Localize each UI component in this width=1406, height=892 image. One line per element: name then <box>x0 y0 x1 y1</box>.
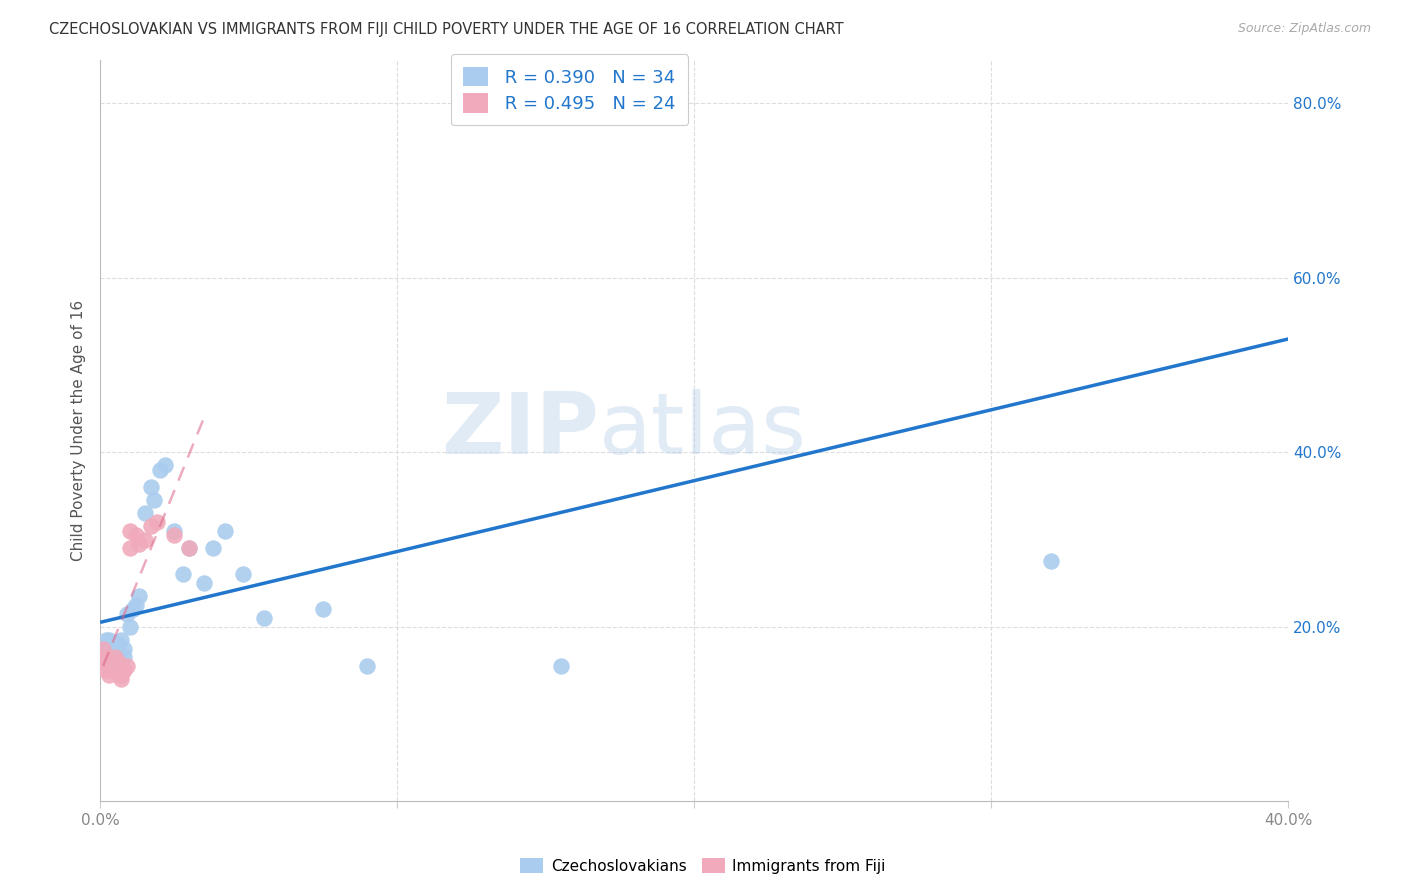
Point <box>121 602 143 616</box>
Point <box>139 519 162 533</box>
Point <box>98 655 121 669</box>
Point <box>155 458 177 473</box>
Point <box>101 650 124 665</box>
Point <box>94 663 117 677</box>
Point <box>115 607 138 621</box>
Point <box>110 667 132 681</box>
Point <box>214 524 236 538</box>
Point <box>115 659 138 673</box>
Point <box>232 567 254 582</box>
Point <box>94 632 117 647</box>
Point <box>104 659 127 673</box>
Point <box>101 646 124 660</box>
Point <box>118 524 141 538</box>
Text: atlas: atlas <box>599 389 807 472</box>
Point <box>193 576 215 591</box>
Point <box>356 659 378 673</box>
Point <box>134 533 156 547</box>
Point <box>110 632 132 647</box>
Point <box>550 659 572 673</box>
Point <box>98 641 121 656</box>
Point <box>179 541 201 556</box>
Point <box>98 632 121 647</box>
Point <box>94 650 117 665</box>
Point <box>163 528 186 542</box>
Text: ZIP: ZIP <box>441 389 599 472</box>
Point <box>118 620 141 634</box>
Point <box>163 524 186 538</box>
Point <box>139 480 162 494</box>
Point <box>142 493 165 508</box>
Point <box>179 541 201 556</box>
Point <box>91 641 114 656</box>
Point <box>312 602 335 616</box>
Text: Source: ZipAtlas.com: Source: ZipAtlas.com <box>1237 22 1371 36</box>
Point <box>252 611 274 625</box>
Point <box>172 567 194 582</box>
Point <box>125 528 148 542</box>
Point <box>91 641 114 656</box>
Point <box>101 663 124 677</box>
Point <box>104 650 127 665</box>
Y-axis label: Child Poverty Under the Age of 16: Child Poverty Under the Age of 16 <box>72 300 86 561</box>
Point <box>128 589 150 603</box>
Point <box>101 659 124 673</box>
Point <box>112 650 135 665</box>
Point <box>98 667 121 681</box>
Point <box>112 663 135 677</box>
Point <box>202 541 225 556</box>
Point <box>118 541 141 556</box>
Point <box>134 506 156 520</box>
Point <box>110 672 132 686</box>
Point <box>1039 554 1062 568</box>
Point <box>112 641 135 656</box>
Point <box>128 537 150 551</box>
Point <box>104 655 127 669</box>
Point <box>91 655 114 669</box>
Legend: Czechoslovakians, Immigrants from Fiji: Czechoslovakians, Immigrants from Fiji <box>515 852 891 880</box>
Point <box>104 641 127 656</box>
Legend:  R = 0.390   N = 34,  R = 0.495   N = 24: R = 0.390 N = 34, R = 0.495 N = 24 <box>450 54 689 126</box>
Point <box>107 655 129 669</box>
Point <box>107 637 129 651</box>
Point <box>145 515 167 529</box>
Point <box>125 598 148 612</box>
Text: CZECHOSLOVAKIAN VS IMMIGRANTS FROM FIJI CHILD POVERTY UNDER THE AGE OF 16 CORREL: CZECHOSLOVAKIAN VS IMMIGRANTS FROM FIJI … <box>49 22 844 37</box>
Point <box>148 463 170 477</box>
